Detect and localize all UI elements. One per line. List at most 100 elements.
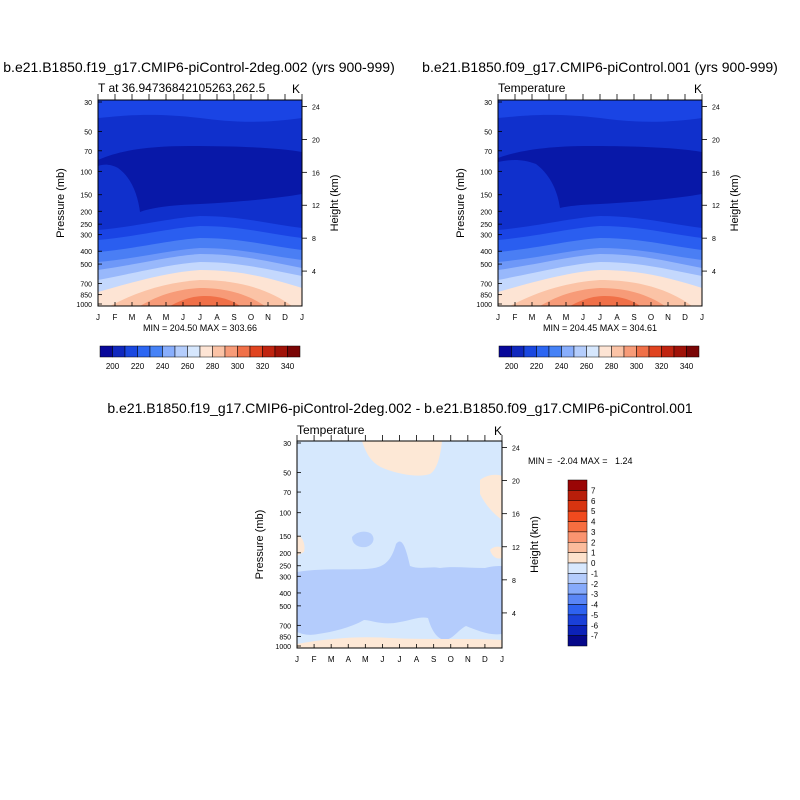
colorbar-label: 2 bbox=[591, 538, 596, 547]
x-tick-label: J bbox=[496, 313, 500, 322]
colorbar-swatch bbox=[623, 345, 637, 358]
colorbar-swatch bbox=[511, 345, 525, 358]
colorbar-swatch bbox=[598, 345, 612, 358]
panel-title: b.e21.B1850.f19_g17.CMIP6-piControl-2deg… bbox=[107, 400, 692, 416]
x-tick-label: N bbox=[465, 655, 471, 664]
zone-positive-right bbox=[480, 474, 502, 520]
colorbar-swatch bbox=[573, 345, 587, 358]
pressure-tick-label: 700 bbox=[279, 623, 291, 630]
colorbar-swatch bbox=[661, 345, 675, 358]
colorbar-label: 300 bbox=[630, 362, 644, 371]
colorbar-label: -2 bbox=[591, 580, 599, 589]
x-tick-label: A bbox=[346, 655, 352, 664]
x-tick-label: J bbox=[181, 313, 185, 322]
x-tick-label: M bbox=[563, 313, 570, 322]
colorbar-swatch bbox=[548, 345, 562, 358]
colorbar-swatch bbox=[112, 345, 126, 358]
height-tick-label: 16 bbox=[512, 512, 520, 519]
height-tick-label: 12 bbox=[312, 203, 320, 210]
colorbar-label: 280 bbox=[605, 362, 619, 371]
colorbar-swatch bbox=[611, 345, 625, 358]
colorbar-swatch bbox=[567, 521, 588, 533]
panel-model-f09: b.e21.B1850.f09_g17.CMIP6-piControl.001 … bbox=[422, 59, 778, 371]
height-tick-label: 16 bbox=[312, 170, 320, 177]
colorbar-swatch bbox=[567, 604, 588, 616]
x-tick-label: D bbox=[482, 655, 488, 664]
height-tick-label: 24 bbox=[312, 104, 320, 111]
x-tick-label: S bbox=[431, 655, 436, 664]
x-tick-label: A bbox=[214, 313, 220, 322]
colorbar-swatch bbox=[561, 345, 575, 358]
x-tick-label: J bbox=[380, 655, 384, 664]
pressure-tick-label: 70 bbox=[484, 149, 492, 156]
colorbar-label: 7 bbox=[591, 486, 596, 495]
zone-negative-upper-patch bbox=[352, 531, 374, 548]
pressure-tick-label: 100 bbox=[80, 169, 92, 176]
x-tick-label: A bbox=[414, 655, 420, 664]
colorbar-swatch bbox=[567, 500, 588, 512]
x-tick-label: N bbox=[265, 313, 271, 322]
pressure-tick-label: 50 bbox=[484, 129, 492, 136]
y-axis-title: Pressure (mb) bbox=[55, 168, 67, 238]
panel-model-2deg: b.e21.B1850.f19_g17.CMIP6-piControl-2deg… bbox=[3, 59, 394, 371]
pressure-tick-label: 850 bbox=[480, 293, 492, 300]
x-tick-label: N bbox=[665, 313, 671, 322]
x-tick-label: O bbox=[648, 313, 654, 322]
colorbar-label: 280 bbox=[206, 362, 220, 371]
panel-left-label: Temperature bbox=[498, 81, 566, 95]
colorbar-swatch bbox=[523, 345, 537, 358]
colorbar-swatch bbox=[567, 490, 588, 501]
pressure-tick-label: 1000 bbox=[275, 644, 291, 651]
colorbar-label: -7 bbox=[591, 632, 599, 641]
band-core-dark bbox=[498, 146, 702, 208]
pressure-tick-label: 400 bbox=[480, 249, 492, 256]
pressure-tick-label: 500 bbox=[480, 262, 492, 269]
colorbar-label: 220 bbox=[131, 362, 145, 371]
colorbar-label: 0 bbox=[591, 559, 596, 568]
height-tick-label: 4 bbox=[312, 269, 316, 276]
panel-left-label: T at 36.94736842105263,262.5 bbox=[98, 81, 266, 95]
colorbar-swatch bbox=[586, 345, 600, 358]
colorbar-swatch bbox=[498, 345, 512, 358]
height-tick-label: 20 bbox=[512, 479, 520, 486]
x-tick-label: J bbox=[300, 313, 304, 322]
pressure-tick-label: 300 bbox=[80, 233, 92, 240]
height-tick-label: 24 bbox=[712, 104, 720, 111]
colorbar-label: 240 bbox=[156, 362, 170, 371]
colorbar-swatch bbox=[212, 345, 226, 358]
colorbar-label: 220 bbox=[530, 362, 544, 371]
colorbar-swatch bbox=[648, 345, 662, 358]
colorbar-label: 6 bbox=[591, 497, 596, 506]
pressure-tick-label: 1000 bbox=[76, 302, 92, 309]
height-tick-label: 20 bbox=[712, 137, 720, 144]
colorbar-label: 260 bbox=[181, 362, 195, 371]
colorbar-swatch bbox=[567, 552, 588, 564]
height-tick-label: 12 bbox=[512, 545, 520, 552]
band-top-lighter bbox=[498, 100, 702, 122]
height-tick-label: 4 bbox=[712, 269, 716, 276]
x-tick-label: J bbox=[198, 313, 202, 322]
colorbar-swatch bbox=[174, 345, 188, 358]
x-tick-label: D bbox=[682, 313, 688, 322]
x-tick-label: M bbox=[362, 655, 369, 664]
pressure-tick-label: 400 bbox=[80, 249, 92, 256]
pressure-tick-label: 200 bbox=[80, 209, 92, 216]
colorbar-swatch bbox=[274, 345, 288, 358]
panel-unit-label: K bbox=[694, 82, 702, 96]
colorbar-swatch bbox=[567, 573, 588, 584]
band-top-lighter bbox=[98, 100, 302, 122]
colorbar-label: 4 bbox=[591, 518, 596, 527]
pressure-tick-label: 500 bbox=[80, 262, 92, 269]
pressure-tick-label: 150 bbox=[480, 193, 492, 200]
x-tick-label: F bbox=[312, 655, 317, 664]
colorbar-swatch bbox=[262, 345, 276, 358]
colorbar-swatch bbox=[237, 345, 251, 358]
temperature-field bbox=[98, 100, 302, 306]
pressure-tick-label: 150 bbox=[80, 193, 92, 200]
pressure-tick-label: 1000 bbox=[476, 302, 492, 309]
x-tick-label: M bbox=[328, 655, 335, 664]
pressure-tick-label: 50 bbox=[283, 471, 291, 478]
x-tick-label: A bbox=[614, 313, 620, 322]
x-tick-label: J bbox=[295, 655, 299, 664]
colorbar-label: 300 bbox=[231, 362, 245, 371]
